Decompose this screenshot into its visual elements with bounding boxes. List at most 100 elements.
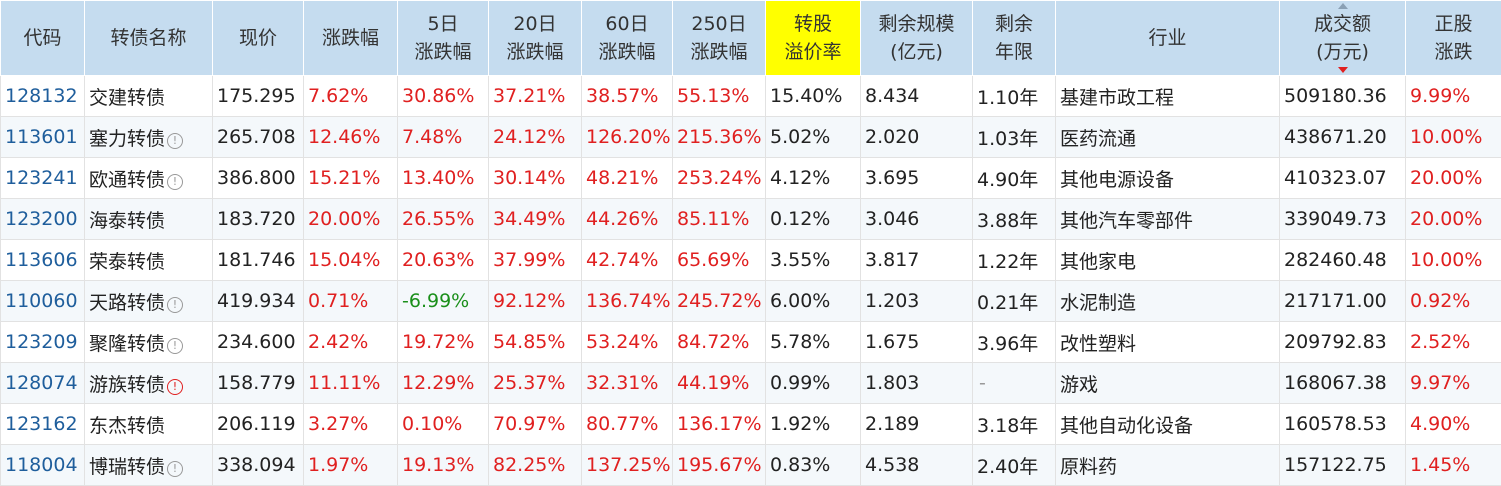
change-60d-cell-text: 137.25% [586, 454, 671, 476]
change-5d-cell: 12.29% [398, 363, 489, 404]
name-cell[interactable]: 塞力转债! [85, 117, 213, 158]
info-icon[interactable]: ! [167, 174, 183, 190]
scale-cell-text: 2.189 [865, 413, 919, 435]
code-cell[interactable]: 110060 [1, 281, 85, 322]
premium-cell: 15.40% [766, 76, 861, 117]
col-header-price[interactable]: 现价 [213, 1, 304, 76]
code-cell[interactable]: 123209 [1, 322, 85, 363]
stock-change-cell: 10.00% [1406, 117, 1501, 158]
code-cell[interactable]: 128074 [1, 363, 85, 404]
name-cell[interactable]: 博瑞转债! [85, 445, 213, 486]
info-icon[interactable]: ! [167, 338, 183, 354]
years-cell-text: 3.96年 [977, 333, 1038, 355]
scale-cell: 3.046 [861, 199, 973, 240]
industry-cell-text: 其他汽车零部件 [1060, 210, 1193, 232]
col-header-scale[interactable]: 剩余规模(亿元) [861, 1, 973, 76]
code-cell[interactable]: 128132 [1, 76, 85, 117]
col-header-years[interactable]: 剩余年限 [973, 1, 1056, 76]
premium-cell: 3.55% [766, 240, 861, 281]
code-cell[interactable]: 113606 [1, 240, 85, 281]
sort-asc-icon[interactable] [1338, 3, 1348, 9]
warn-icon[interactable]: ! [167, 379, 183, 395]
col-header-industry[interactable]: 行业 [1056, 1, 1280, 76]
price-cell: 206.119 [213, 404, 304, 445]
name-cell[interactable]: 交建转债 [85, 76, 213, 117]
col-header-premium[interactable]: 转股溢价率 [766, 1, 861, 76]
price-cell-text: 234.600 [217, 331, 296, 353]
change-60d-cell: 137.25% [582, 445, 673, 486]
industry-cell-text: 其他电源设备 [1060, 169, 1174, 191]
change-cell-text: 0.71% [308, 290, 368, 312]
turnover-cell: 160578.53 [1280, 404, 1406, 445]
col-header-change-20d[interactable]: 20日涨跌幅 [489, 1, 582, 76]
years-cell-text: 1.22年 [977, 251, 1038, 273]
stock-change-cell: 10.00% [1406, 240, 1501, 281]
industry-cell-text: 其他家电 [1060, 251, 1136, 273]
name-cell[interactable]: 海泰转债 [85, 199, 213, 240]
col-header-code[interactable]: 代码 [1, 1, 85, 76]
code-cell[interactable]: 113601 [1, 117, 85, 158]
change-20d-cell: 92.12% [489, 281, 582, 322]
change-20d-cell: 37.21% [489, 76, 582, 117]
industry-cell: 游戏 [1056, 363, 1280, 404]
industry-cell-text: 游戏 [1060, 374, 1098, 396]
industry-cell-text: 水泥制造 [1060, 292, 1136, 314]
years-cell-text: 0.21年 [977, 292, 1038, 314]
info-icon[interactable]: ! [167, 461, 183, 477]
change-5d-cell: 19.72% [398, 322, 489, 363]
change-20d-cell: 82.25% [489, 445, 582, 486]
code-cell[interactable]: 123241 [1, 158, 85, 199]
name-cell-text: 交建转债 [89, 87, 165, 109]
col-header-stock-change[interactable]: 正股涨跌 [1406, 1, 1501, 76]
stock-change-cell-text: 10.00% [1410, 126, 1482, 148]
price-cell: 183.720 [213, 199, 304, 240]
name-cell[interactable]: 荣泰转债 [85, 240, 213, 281]
change-cell: 1.97% [304, 445, 398, 486]
scale-cell-text: 4.538 [865, 454, 919, 476]
change-250d-cell: 245.72% [673, 281, 766, 322]
price-cell: 158.779 [213, 363, 304, 404]
code-cell-text: 113606 [5, 249, 78, 271]
name-cell[interactable]: 天路转债! [85, 281, 213, 322]
scale-cell-text: 1.803 [865, 372, 919, 394]
turnover-cell: 217171.00 [1280, 281, 1406, 322]
change-cell-text: 15.04% [308, 249, 380, 271]
years-cell: 0.21年 [973, 281, 1056, 322]
name-cell[interactable]: 游族转债! [85, 363, 213, 404]
sort-desc-icon[interactable] [1338, 67, 1348, 73]
col-header-turnover[interactable]: 成交额(万元) [1280, 1, 1406, 76]
stock-change-cell-text: 0.92% [1410, 290, 1470, 312]
name-cell[interactable]: 欧通转债! [85, 158, 213, 199]
change-60d-cell-text: 32.31% [586, 372, 658, 394]
header-label: 代码 [23, 27, 61, 49]
col-header-change[interactable]: 涨跌幅 [304, 1, 398, 76]
col-header-name[interactable]: 转债名称 [85, 1, 213, 76]
change-250d-cell: 84.72% [673, 322, 766, 363]
name-cell-text: 荣泰转债 [89, 251, 165, 273]
col-header-change-5d[interactable]: 5日涨跌幅 [398, 1, 489, 76]
code-cell[interactable]: 123200 [1, 199, 85, 240]
col-header-change-60d[interactable]: 60日涨跌幅 [582, 1, 673, 76]
stock-change-cell-text: 4.90% [1410, 413, 1470, 435]
name-cell[interactable]: 聚隆转债! [85, 322, 213, 363]
code-cell[interactable]: 123162 [1, 404, 85, 445]
code-cell[interactable]: 118004 [1, 445, 85, 486]
info-icon[interactable]: ! [167, 297, 183, 313]
stock-change-cell: 4.90% [1406, 404, 1501, 445]
name-cell[interactable]: 东杰转债 [85, 404, 213, 445]
change-5d-cell: 13.40% [398, 158, 489, 199]
info-icon[interactable]: ! [167, 133, 183, 149]
price-cell: 419.934 [213, 281, 304, 322]
change-20d-cell-text: 37.21% [493, 85, 565, 107]
col-header-change-250d[interactable]: 250日涨跌幅 [673, 1, 766, 76]
